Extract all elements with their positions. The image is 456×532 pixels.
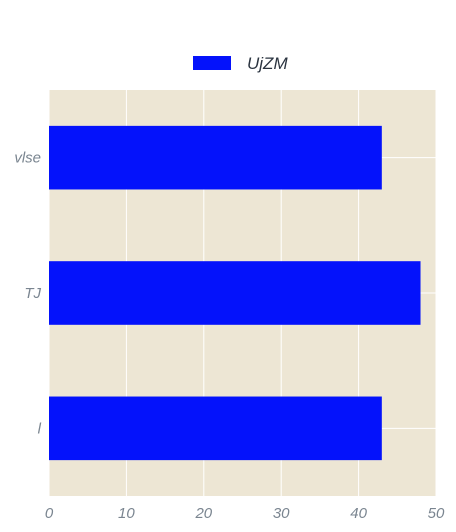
y-axis-ticks: l TJ vlse (14, 150, 41, 438)
legend-swatch (193, 56, 231, 70)
bar-vlse (49, 125, 382, 190)
x-axis-ticks: 0 10 20 30 40 50 (45, 505, 445, 522)
legend: UjZM (193, 54, 288, 73)
legend-label: UjZM (247, 54, 288, 73)
x-tick-label-1: 10 (118, 505, 135, 522)
bar-TJ (49, 261, 421, 325)
bar-l (49, 396, 382, 461)
x-tick-label-5: 50 (428, 505, 445, 522)
x-tick-label-0: 0 (45, 505, 54, 522)
x-tick-label-4: 40 (350, 505, 367, 522)
x-tick-label-3: 30 (273, 505, 290, 522)
y-tick-label-vlse: vlse (14, 150, 41, 167)
y-tick-label-TJ: TJ (24, 285, 41, 302)
y-tick-label-l: l (38, 420, 42, 437)
x-tick-label-2: 20 (194, 505, 212, 522)
bars (49, 125, 421, 461)
